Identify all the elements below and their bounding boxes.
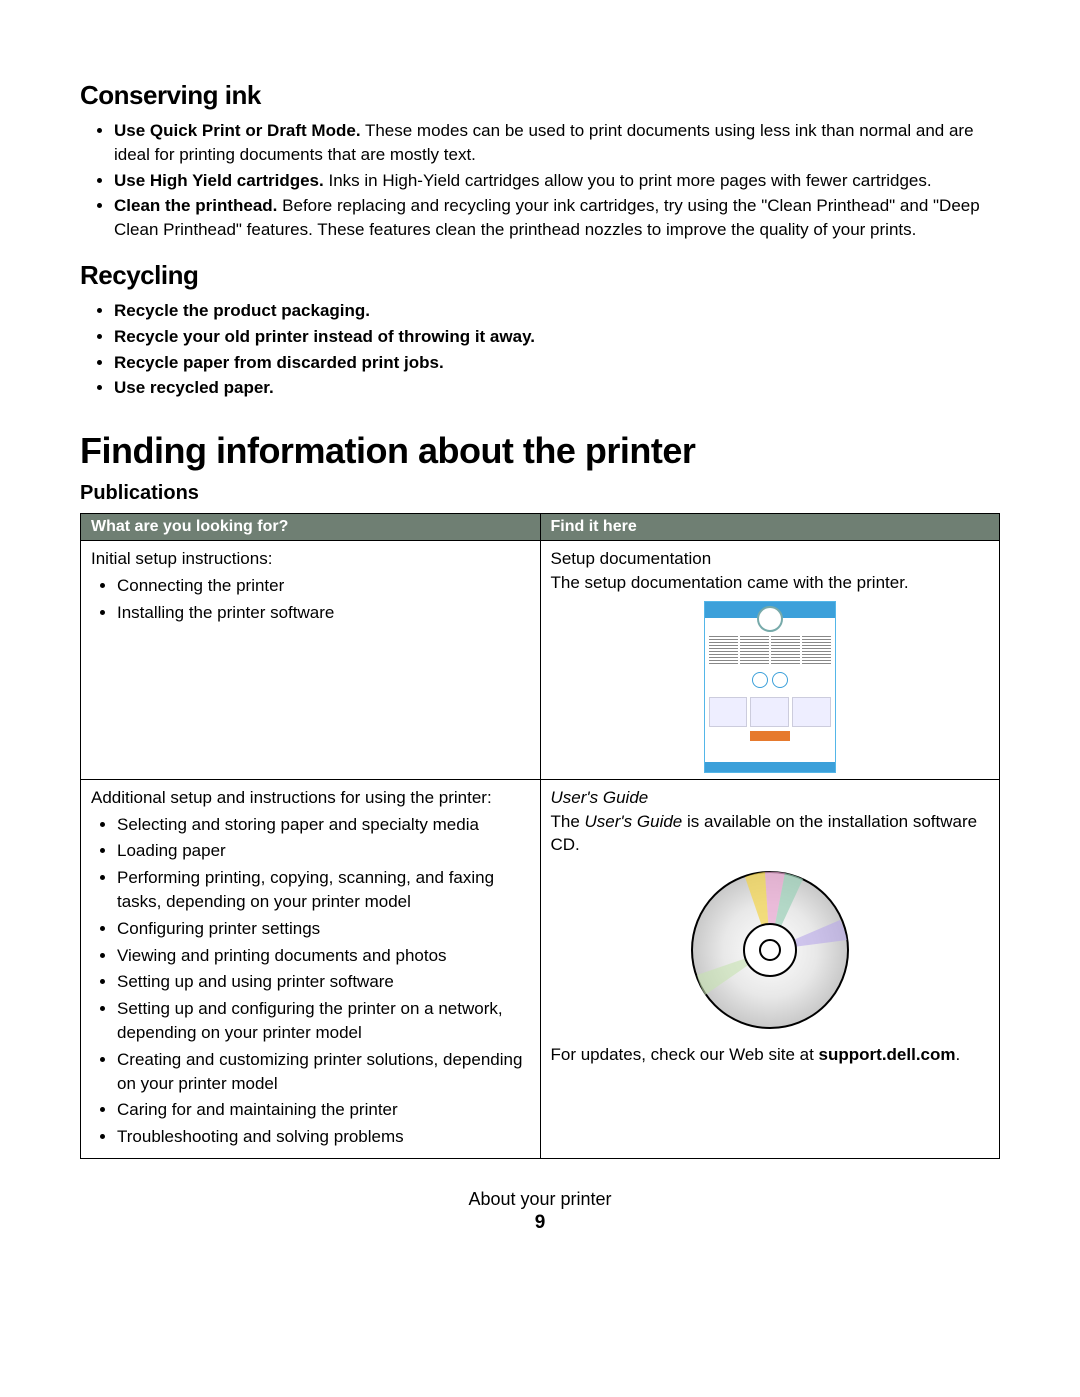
finding-info-heading: Finding information about the printer bbox=[80, 430, 1000, 472]
setup-doc-thumbnail bbox=[704, 601, 836, 773]
list-item: Creating and customizing printer solutio… bbox=[117, 1048, 530, 1096]
list-item: Troubleshooting and solving problems bbox=[117, 1125, 530, 1149]
cell-text: The setup documentation came with the pr… bbox=[551, 571, 990, 595]
table-row: Additional setup and instructions for us… bbox=[81, 779, 1000, 1158]
list-item: Connecting the printer bbox=[117, 574, 530, 598]
table-header-find: Find it here bbox=[540, 514, 1000, 541]
recycling-list: Recycle the product packaging. Recycle y… bbox=[80, 299, 1000, 400]
page-number: 9 bbox=[80, 1212, 1000, 1234]
conserving-ink-heading: Conserving ink bbox=[80, 80, 1000, 111]
table-row: Initial setup instructions: Connecting t… bbox=[81, 541, 1000, 780]
table-header-looking: What are you looking for? bbox=[81, 514, 541, 541]
publications-subheading: Publications bbox=[80, 482, 1000, 505]
list-item: Setting up and configuring the printer o… bbox=[117, 997, 530, 1045]
cd-icon bbox=[685, 865, 855, 1035]
list-item: Caring for and maintaining the printer bbox=[117, 1098, 530, 1122]
list-item: Recycle paper from discarded print jobs. bbox=[114, 351, 1000, 375]
list-item: Use High Yield cartridges. Inks in High-… bbox=[114, 169, 1000, 193]
list-item: Use Quick Print or Draft Mode. These mod… bbox=[114, 119, 1000, 167]
conserving-ink-list: Use Quick Print or Draft Mode. These mod… bbox=[80, 119, 1000, 242]
cell-intro: Additional setup and instructions for us… bbox=[91, 786, 530, 810]
cell-text: For updates, check our Web site at suppo… bbox=[551, 1043, 990, 1067]
list-item: Clean the printhead. Before replacing an… bbox=[114, 194, 1000, 242]
cell-intro: Initial setup instructions: bbox=[91, 547, 530, 571]
cell-text: Setup documentation bbox=[551, 547, 990, 571]
cell-text: The User's Guide is available on the ins… bbox=[551, 810, 990, 858]
publications-table: What are you looking for? Find it here I… bbox=[80, 513, 1000, 1159]
list-item: Loading paper bbox=[117, 839, 530, 863]
users-guide-title: User's Guide bbox=[551, 786, 990, 810]
list-item: Selecting and storing paper and specialt… bbox=[117, 813, 530, 837]
list-item: Viewing and printing documents and photo… bbox=[117, 944, 530, 968]
list-item: Installing the printer software bbox=[117, 601, 530, 625]
list-item: Use recycled paper. bbox=[114, 376, 1000, 400]
list-item: Performing printing, copying, scanning, … bbox=[117, 866, 530, 914]
list-item: Setting up and using printer software bbox=[117, 970, 530, 994]
footer-section-title: About your printer bbox=[80, 1189, 1000, 1210]
list-item: Recycle the product packaging. bbox=[114, 299, 1000, 323]
recycling-heading: Recycling bbox=[80, 260, 1000, 291]
list-item: Recycle your old printer instead of thro… bbox=[114, 325, 1000, 349]
list-item: Configuring printer settings bbox=[117, 917, 530, 941]
